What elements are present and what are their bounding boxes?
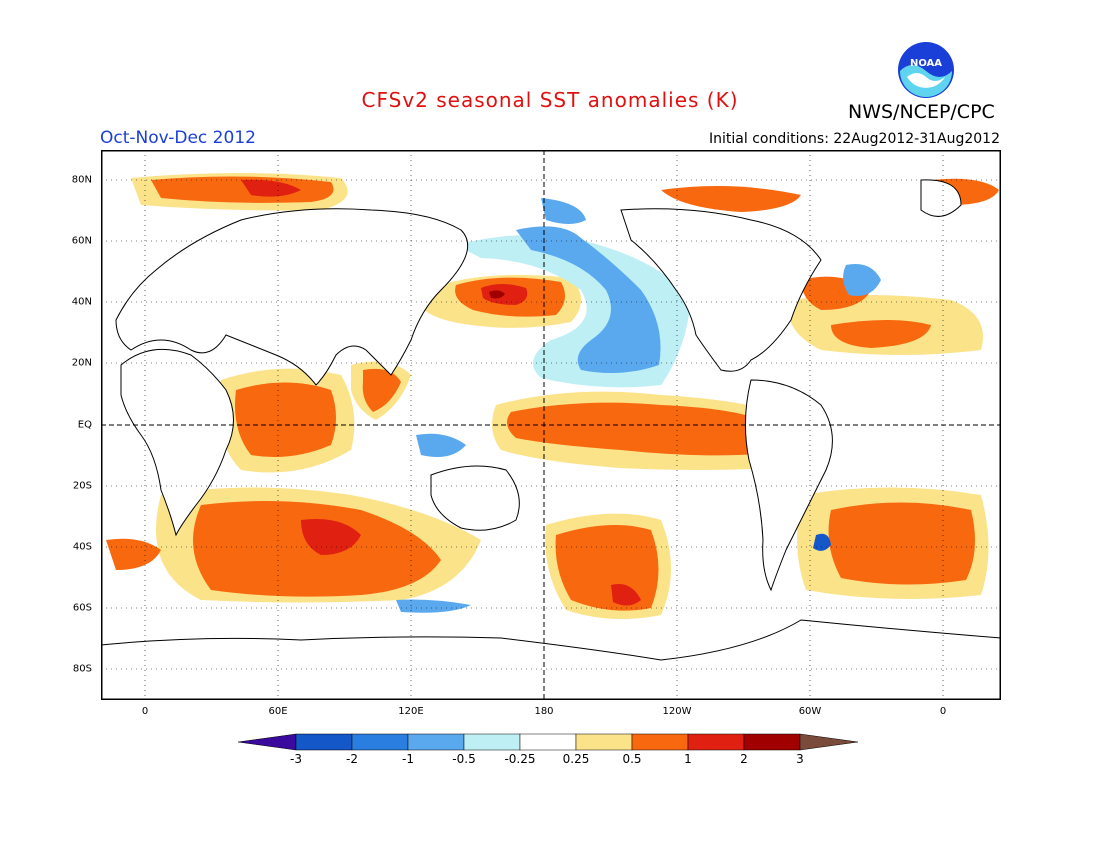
map-frame (101, 150, 1001, 700)
anomaly-warm-arctic-core (151, 176, 334, 203)
anomaly-cold-indonesia (416, 433, 466, 458)
colorbar-label: -3 (290, 752, 302, 766)
lat-label: 80N (71, 174, 92, 186)
lat-label: 60N (71, 235, 92, 247)
continent-antarctica (101, 619, 1001, 700)
lon-label: 60E (268, 706, 288, 717)
lon-label: 0 (141, 706, 149, 717)
anomaly-warm-arctic-peak (241, 179, 301, 197)
colorbar-cell (575, 733, 633, 751)
forecast-period: Oct-Nov-Dec 2012 (100, 128, 256, 148)
lat-label: 20N (71, 357, 92, 369)
noaa-logo: NOAA (898, 42, 954, 98)
colorbar-arrow-low (238, 733, 297, 751)
colorbar-cell (519, 733, 577, 751)
lat-label: 80S (72, 663, 92, 675)
sst-map (101, 150, 1001, 700)
lat-label: 40N (71, 296, 92, 308)
colorbar-cell (295, 733, 353, 751)
colorbar-label: -0.5 (452, 752, 476, 766)
colorbar-cell (743, 733, 801, 751)
colorbar-label: -2 (346, 752, 358, 766)
lat-label: 60S (72, 602, 92, 614)
colorbar-label: 0.25 (562, 752, 590, 766)
chart-title: CFSv2 seasonal SST anomalies (K) (361, 88, 739, 112)
anomaly-warm-south-pacific-peak (611, 584, 641, 606)
colorbar-label: 1 (684, 752, 692, 766)
anomaly-cold-south-atlantic (813, 533, 831, 551)
colorbar-label: 0.5 (622, 752, 642, 766)
agency-label: NWS/NCEP/CPC (848, 101, 995, 123)
colorbar-arrow-high (799, 733, 859, 751)
anomaly-warm-south-indian-west (106, 538, 161, 570)
colorbar-cell (463, 733, 521, 751)
lat-label: EQ (77, 419, 92, 431)
continent-australia (430, 465, 520, 531)
continents (101, 179, 1001, 700)
continent-south-america (744, 379, 833, 592)
colorbar-label: 2 (740, 752, 748, 766)
colorbar-label: 3 (796, 752, 804, 766)
colorbar-label: -1 (402, 752, 414, 766)
anomaly-cold-north-pacific-mid (516, 226, 661, 374)
anomaly-warm-indian-ocean-core (235, 382, 336, 458)
anomaly-warm-south-indian-peak (301, 519, 361, 555)
lon-label: 120E (398, 706, 424, 717)
lon-label: 180 (534, 706, 554, 717)
initial-conditions: Initial conditions: 22Aug2012-31Aug2012 (709, 131, 1000, 147)
colorbar (238, 733, 859, 751)
anomaly-warm-atlantic-subtropic (831, 320, 931, 348)
colorbar-label: -0.25 (504, 752, 536, 766)
colorbar-cell (687, 733, 745, 751)
lat-label: 20S (72, 480, 92, 492)
anomaly-cold-gulf-alaska (541, 198, 586, 224)
anomaly-cold-north-atlantic (843, 264, 881, 296)
anomaly-warm-south-pacific-core (555, 525, 659, 611)
colorbar-cell (351, 733, 409, 751)
continent-africa (120, 348, 234, 537)
continent-greenland (920, 179, 962, 217)
anomaly-warm-tropical-pacific-core (507, 402, 765, 456)
lon-label: 120W (662, 706, 692, 717)
continent-north-america (620, 208, 822, 372)
reference-lines (101, 150, 1001, 700)
continent-eurasia (115, 208, 469, 386)
anomaly-warm-philippine-sea-core (362, 368, 401, 412)
lon-label: 60W (798, 706, 822, 717)
colorbar-cell (407, 733, 465, 751)
anomaly-warm-kuroshio-max (489, 290, 505, 299)
anomaly-warm-arctic-east (661, 186, 801, 212)
logo-text: NOAA (910, 58, 942, 69)
anomaly-cold-southern-ocean (396, 599, 471, 613)
anomaly-warm-south-atlantic-core (828, 502, 975, 585)
lat-label: 40S (72, 541, 92, 553)
lon-label: 0 (939, 706, 947, 717)
anomaly-field (106, 173, 999, 619)
colorbar-cell (631, 733, 689, 751)
